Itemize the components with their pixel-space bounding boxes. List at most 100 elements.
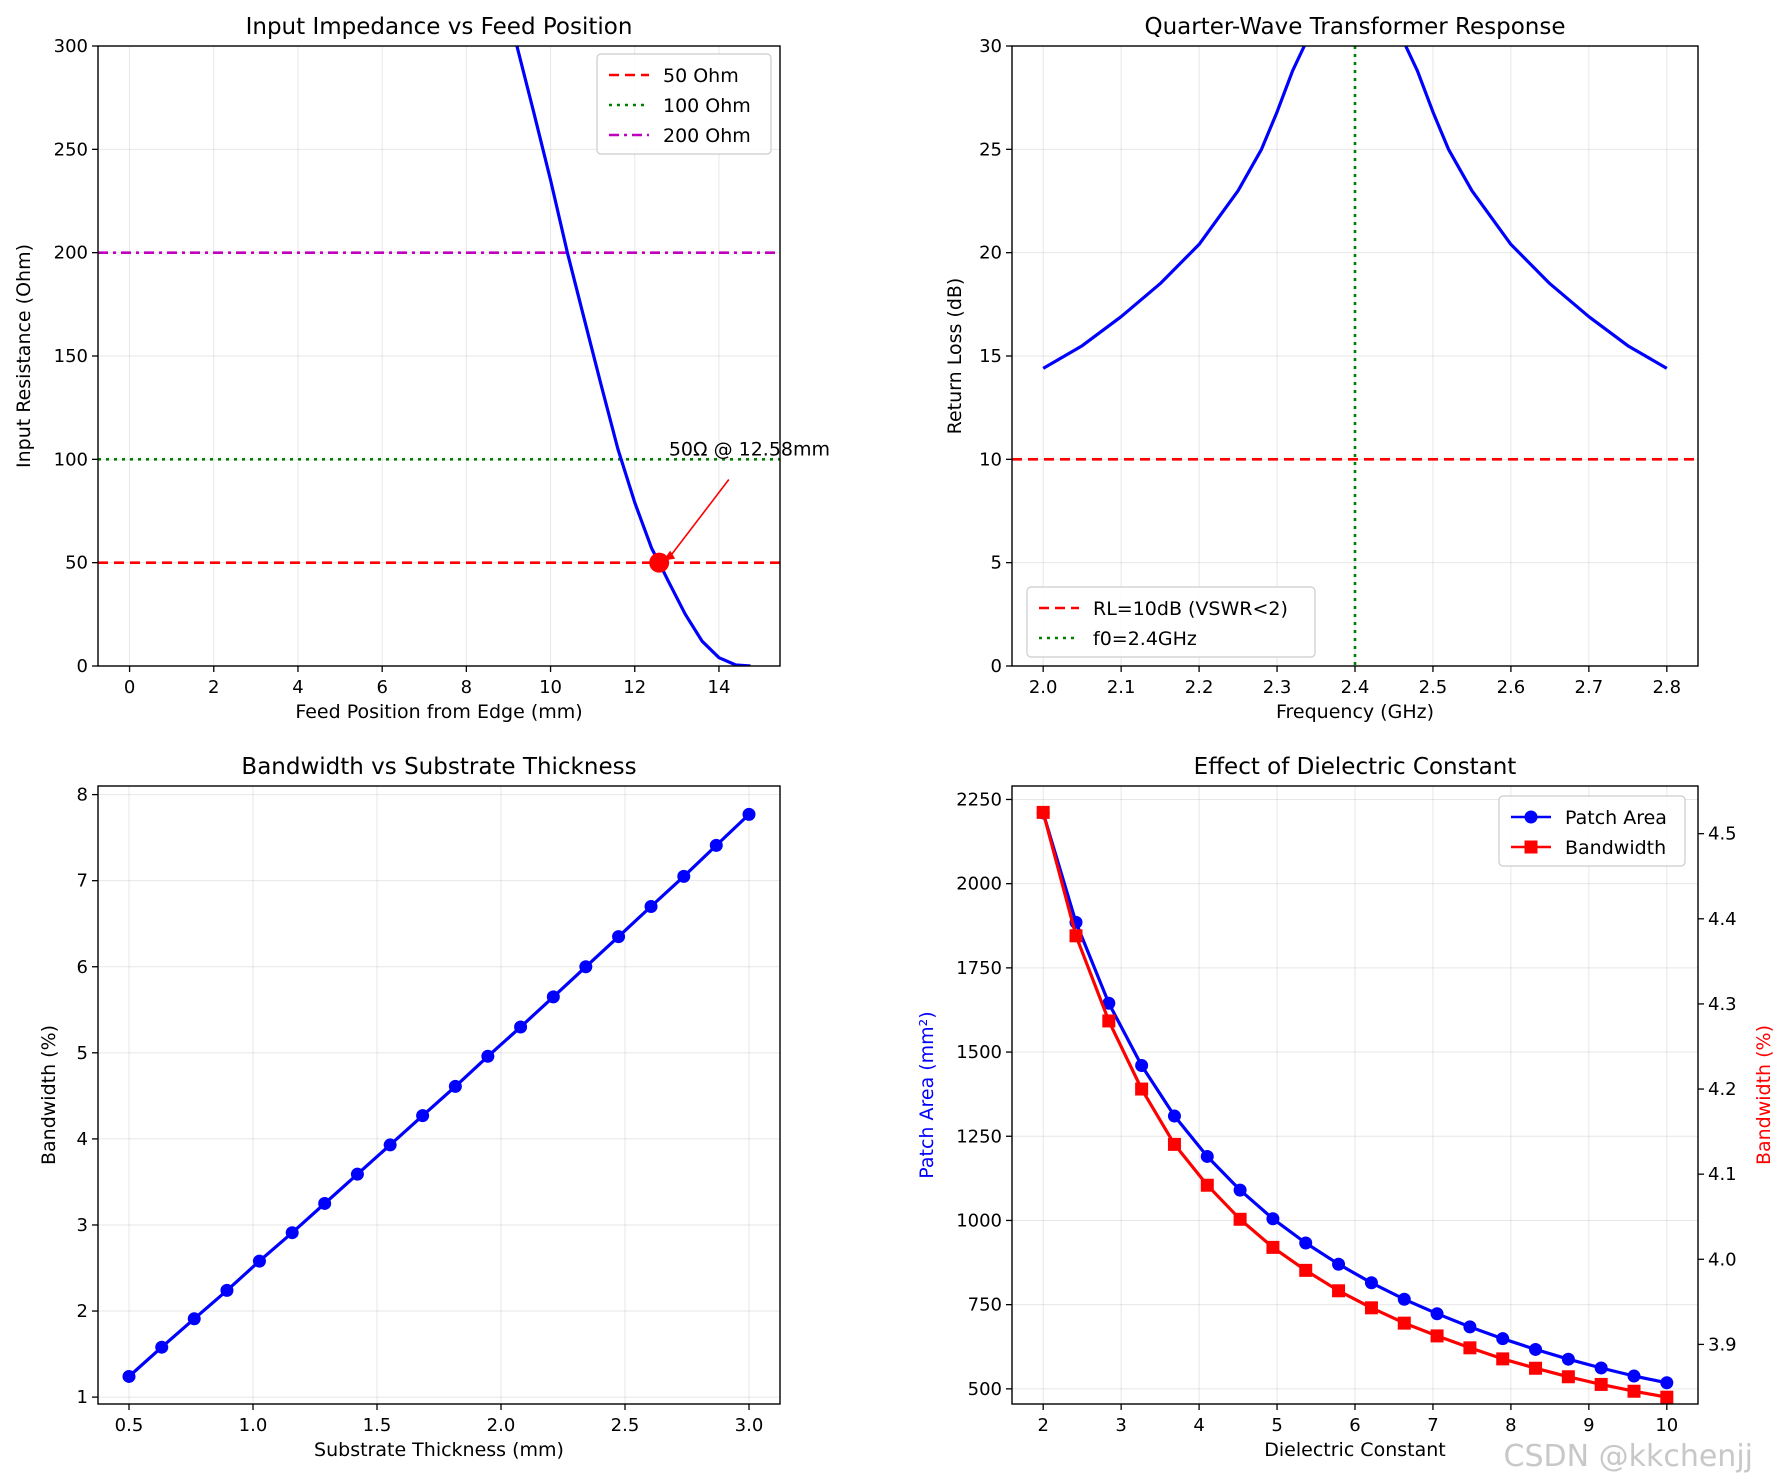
y-right-tick-label: 4.1	[1708, 1164, 1737, 1185]
data-point-square	[1496, 1352, 1510, 1366]
data-point-square	[1364, 1301, 1378, 1315]
x-tick-label: 2	[1037, 1415, 1048, 1436]
x-tick-label: 2.6	[1497, 677, 1526, 698]
legend-label: 50 Ohm	[663, 65, 739, 87]
data-point	[1627, 1369, 1641, 1383]
y-axis-label: Input Resistance (Ohm)	[13, 244, 35, 468]
data-point	[1660, 1376, 1674, 1390]
y-tick-label: 6	[77, 957, 88, 978]
data-point	[448, 1079, 462, 1093]
y-tick-label: 150	[54, 346, 88, 367]
data-point	[1332, 1257, 1346, 1271]
x-tick-label: 0	[124, 677, 135, 698]
x-axis-label: Dielectric Constant	[1264, 1439, 1445, 1461]
data-point	[514, 1020, 528, 1034]
legend: RL=10dB (VSWR<2) f0=2.4GHz	[1026, 586, 1316, 658]
x-tick-label: 7	[1427, 1415, 1438, 1436]
chart-3: 0.5 1.0 1.5 2.0 2.5 3.0 1 2 3 4 5 6 7 8 Bandwidth vs S…	[38, 754, 781, 1461]
y-tick-label: 20	[979, 243, 1002, 264]
x-tick-label: 6	[376, 677, 387, 698]
chart-1: 0 2 4 6 8 10 12 14 0 50 100 150 200 250 300 Input Imped…	[13, 14, 830, 723]
data-point	[612, 930, 626, 944]
legend-marker	[1524, 810, 1538, 824]
x-tick-label: 1.0	[239, 1415, 268, 1436]
x-tick-label: 6	[1349, 1415, 1360, 1436]
x-tick-label: 1.5	[363, 1415, 392, 1436]
data-point-square	[1594, 1377, 1608, 1391]
x-tick-label: 12	[623, 677, 646, 698]
x-tick-label: 14	[708, 677, 731, 698]
series-line-input-resistance	[515, 46, 751, 666]
data-point	[285, 1226, 299, 1240]
ticks: 0 2 4 6 8 10 12 14 0 50 100 150 200 250 300	[54, 36, 731, 698]
data-point	[709, 838, 723, 852]
data-point-square	[1529, 1361, 1543, 1375]
y-tick-label: 300	[54, 36, 88, 57]
plot-area	[1012, 46, 1698, 666]
data-point	[742, 807, 756, 821]
y-right-tick-label: 4.2	[1708, 1079, 1737, 1100]
data-point	[1135, 1059, 1149, 1073]
y-tick-label: 500	[968, 1379, 1002, 1400]
ticks: 2.0 2.1 2.2 2.3 2.4 2.5 2.6 2.7 2.8 0 5 10 15 20 25 30	[979, 36, 1681, 698]
y-tick-label: 3	[77, 1215, 88, 1236]
y-tick-label: 200	[54, 243, 88, 264]
x-tick-label: 3	[1115, 1415, 1126, 1436]
x-tick-label: 2.5	[611, 1415, 640, 1436]
data-point	[416, 1109, 430, 1123]
data-point-square	[1660, 1390, 1674, 1404]
x-tick-label: 0.5	[115, 1415, 144, 1436]
data-point	[1102, 996, 1116, 1010]
plot-area	[98, 46, 780, 666]
legend-label: Patch Area	[1565, 807, 1667, 829]
x-tick-label: 5	[1271, 1415, 1282, 1436]
ticks: 0.5 1.0 1.5 2.0 2.5 3.0 1 2 3 4 5 6 7 8	[77, 785, 764, 1436]
series-line-return-loss-2	[1404, 46, 1668, 370]
data-point	[1463, 1320, 1477, 1334]
grid	[1012, 45, 1698, 667]
plot-area	[122, 807, 756, 1383]
data-point-square	[1561, 1370, 1575, 1384]
annotation-arrowhead	[663, 550, 676, 561]
y-right-tick-label: 4.3	[1708, 994, 1737, 1015]
legend: 50 Ohm 100 Ohm 200 Ohm	[596, 53, 772, 155]
legend-box	[596, 53, 772, 155]
x-tick-label: 10	[539, 677, 562, 698]
data-point-square	[1332, 1284, 1346, 1298]
y-tick-label: 0	[991, 656, 1002, 677]
x-tick-label: 2.0	[487, 1415, 516, 1436]
data-point-square	[1463, 1341, 1477, 1355]
data-point	[252, 1254, 266, 1268]
annotation-text: 50Ω @ 12.58mm	[669, 439, 830, 461]
data-point-square	[1266, 1240, 1280, 1254]
chart-title: Bandwidth vs Substrate Thickness	[241, 754, 636, 780]
x-tick-label: 4	[292, 677, 303, 698]
chart-title: Effect of Dielectric Constant	[1194, 754, 1517, 780]
plot-area	[1036, 805, 1674, 1404]
y-tick-label: 8	[77, 785, 88, 806]
legend-label: 200 Ohm	[663, 125, 751, 147]
y-tick-label: 2000	[956, 874, 1002, 895]
x-axis-label: Feed Position from Edge (mm)	[295, 701, 582, 723]
x-tick-label: 2.4	[1341, 677, 1370, 698]
data-point-square	[1135, 1082, 1149, 1096]
legend: Patch Area Bandwidth	[1498, 795, 1686, 867]
chart-4: 2 3 4 5 6 7 8 9 10 500 750 1000 1250 1500 1750 2000 2250…	[916, 754, 1775, 1461]
x-tick-label: 8	[1505, 1415, 1516, 1436]
y-right-tick-label: 4.4	[1708, 909, 1737, 930]
y-tick-label: 4	[77, 1129, 88, 1150]
watermark: CSDN @kkchenjj	[1504, 1439, 1753, 1474]
data-point	[350, 1167, 364, 1181]
data-point-square	[1627, 1384, 1641, 1398]
data-point	[546, 990, 560, 1004]
axes-frame	[97, 785, 781, 1405]
legend-label: f0=2.4GHz	[1093, 628, 1197, 650]
x-tick-label: 4	[1193, 1415, 1204, 1436]
y-right-tick-label: 4.0	[1708, 1249, 1737, 1270]
y-tick-label: 250	[54, 139, 88, 160]
legend-label: RL=10dB (VSWR<2)	[1093, 598, 1288, 620]
x-tick-label: 8	[461, 677, 472, 698]
data-point	[1266, 1212, 1280, 1226]
y-tick-label: 5	[991, 553, 1002, 574]
data-point-square	[1430, 1329, 1444, 1343]
